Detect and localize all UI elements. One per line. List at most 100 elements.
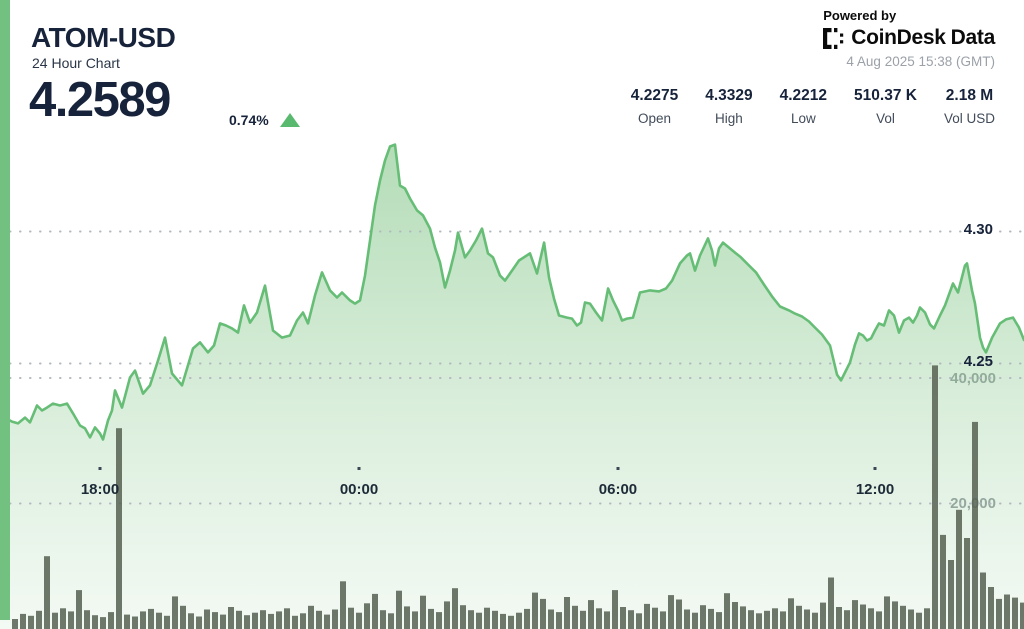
stat-low: 4.2212 Low bbox=[780, 87, 827, 126]
volume-bar bbox=[788, 598, 794, 629]
volume-bar bbox=[148, 608, 154, 629]
volume-bar bbox=[196, 616, 202, 629]
x-axis-tick bbox=[873, 467, 877, 470]
volume-bar bbox=[404, 606, 410, 629]
volume-bar bbox=[564, 597, 570, 629]
volume-bar bbox=[276, 611, 282, 629]
volume-bar bbox=[884, 596, 890, 629]
volume-bar bbox=[468, 610, 474, 629]
volume-bar bbox=[436, 612, 442, 629]
stats-row: 4.2275 Open 4.3329 High 4.2212 Low 510.3… bbox=[631, 87, 995, 126]
volume-bar bbox=[204, 609, 210, 629]
powered-by-label: Powered by bbox=[823, 8, 897, 23]
volume-bar bbox=[860, 604, 866, 629]
volume-bar bbox=[1004, 594, 1010, 629]
volume-bar bbox=[364, 603, 370, 629]
symbol-title: ATOM-USD bbox=[31, 22, 176, 53]
volume-bar bbox=[140, 611, 146, 629]
volume-bar bbox=[156, 612, 162, 629]
volume-bar bbox=[636, 613, 642, 629]
volume-bar bbox=[516, 612, 522, 629]
volume-bar bbox=[660, 611, 666, 629]
volume-bar bbox=[940, 534, 946, 629]
current-price: 4.2589 bbox=[29, 73, 171, 127]
chart-timestamp: 4 Aug 2025 15:38 (GMT) bbox=[846, 54, 995, 69]
volume-bar bbox=[980, 572, 986, 629]
volume-bar bbox=[332, 609, 338, 629]
volume-bar bbox=[988, 587, 994, 629]
volume-bar bbox=[956, 509, 962, 629]
volume-bar bbox=[12, 619, 18, 629]
volume-bar bbox=[380, 610, 386, 629]
change-percent: 0.74% bbox=[229, 112, 269, 128]
price-area bbox=[0, 144, 1024, 629]
volume-bar bbox=[972, 421, 978, 629]
brand-name: CoinDesk Data bbox=[851, 26, 995, 50]
volume-bar bbox=[284, 608, 290, 629]
volume-bar bbox=[356, 612, 362, 629]
volume-bar bbox=[692, 612, 698, 629]
volume-bar bbox=[900, 605, 906, 629]
volume-bar bbox=[580, 610, 586, 629]
volume-bar bbox=[892, 601, 898, 629]
coindesk-logo[interactable]: CoinDesk Data bbox=[823, 26, 995, 50]
volume-bar bbox=[596, 608, 602, 629]
volume-bar bbox=[36, 610, 42, 629]
x-axis-tick bbox=[357, 467, 361, 470]
volume-bar bbox=[348, 607, 354, 629]
brand-name-data: Data bbox=[950, 26, 996, 49]
volume-bar bbox=[452, 588, 458, 629]
volume-bar bbox=[20, 613, 26, 629]
left-accent-bar bbox=[0, 0, 10, 620]
volume-bar bbox=[252, 612, 258, 629]
volume-bar bbox=[932, 365, 938, 629]
volume-bar bbox=[524, 608, 530, 629]
volume-bar bbox=[796, 605, 802, 629]
volume-bar bbox=[644, 603, 650, 629]
volume-bar bbox=[212, 612, 218, 629]
volume-bar bbox=[308, 605, 314, 629]
coindesk-logo-icon bbox=[823, 27, 844, 49]
stat-high-label: High bbox=[715, 111, 743, 126]
volume-bar bbox=[764, 610, 770, 629]
stat-vol-usd-value: 2.18 M bbox=[945, 87, 994, 104]
volume-bar bbox=[444, 601, 450, 629]
volume-bar bbox=[604, 611, 610, 629]
stat-high-value: 4.3329 bbox=[705, 87, 753, 104]
volume-bar bbox=[476, 612, 482, 629]
volume-bar bbox=[484, 607, 490, 629]
stat-open: 4.2275 Open bbox=[631, 87, 678, 126]
volume-bar bbox=[628, 610, 634, 629]
volume-bar bbox=[708, 608, 714, 629]
volume-bar bbox=[300, 613, 306, 629]
volume-bar bbox=[100, 617, 106, 629]
volume-bar bbox=[236, 610, 242, 629]
volume-bar bbox=[852, 600, 858, 629]
volume-bar bbox=[132, 616, 138, 629]
volume-bar bbox=[84, 610, 90, 629]
volume-bar bbox=[612, 590, 618, 629]
volume-bar bbox=[548, 609, 554, 629]
volume-bar bbox=[492, 610, 498, 629]
volume-bar bbox=[700, 605, 706, 629]
volume-bar bbox=[108, 612, 114, 629]
volume-bar bbox=[844, 610, 850, 629]
stat-low-label: Low bbox=[790, 111, 816, 126]
volume-bar bbox=[164, 615, 170, 629]
volume-bar bbox=[292, 615, 298, 629]
stat-high: 4.3329 High bbox=[705, 87, 752, 126]
volume-bar bbox=[740, 606, 746, 629]
volume-bar bbox=[396, 590, 402, 629]
branding-block: Powered by CoinDesk Data 4 Aug 2025 15:38… bbox=[823, 8, 995, 69]
volume-bar bbox=[340, 581, 346, 629]
chart-subtitle: 24 Hour Chart bbox=[32, 55, 120, 71]
volume-bar bbox=[676, 599, 682, 629]
volume-bar bbox=[372, 593, 378, 629]
volume-bar bbox=[684, 609, 690, 629]
volume-bar bbox=[388, 613, 394, 629]
volume-bar bbox=[220, 614, 226, 629]
volume-bar bbox=[68, 611, 74, 629]
volume-bar bbox=[1012, 597, 1018, 629]
